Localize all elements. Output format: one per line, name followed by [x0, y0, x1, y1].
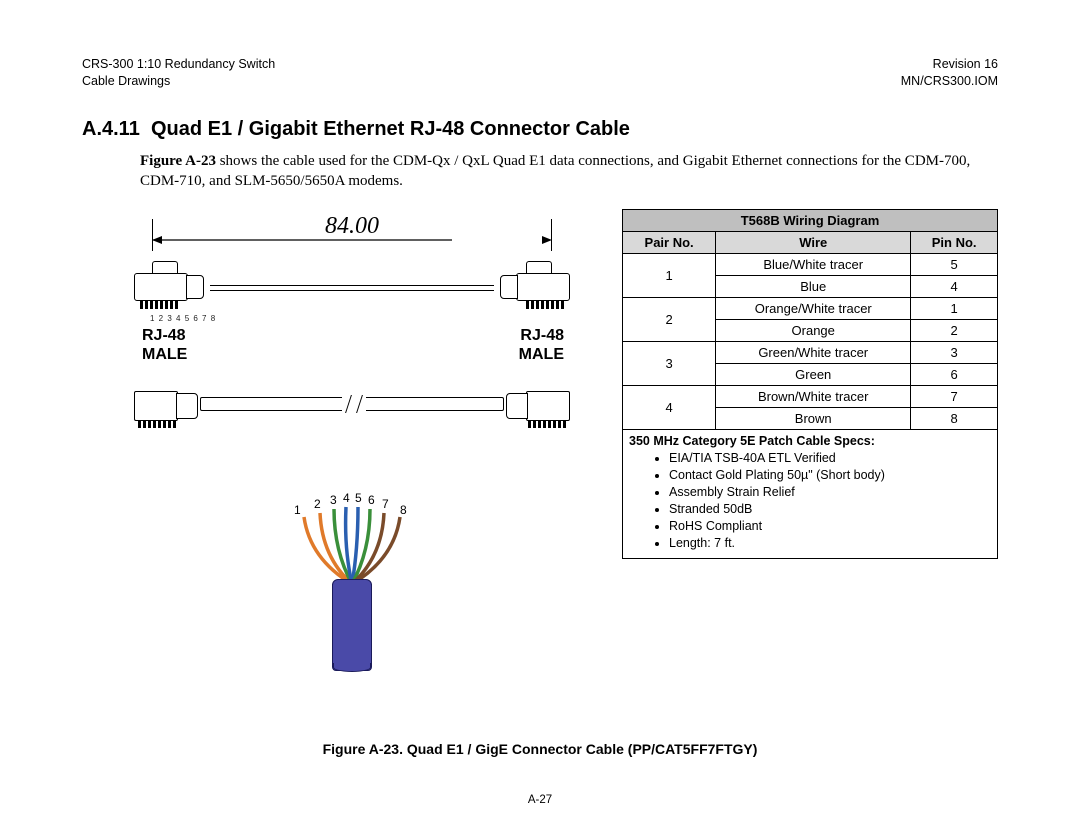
cell-wire: Orange/White tracer: [716, 298, 911, 320]
rj45-left-top: [134, 261, 204, 311]
spec-item: Stranded 50dB: [669, 501, 991, 518]
connector-row-top: 1 2 3 4 5 6 7 8 RJ-48 MALE RJ-48 MALE: [112, 251, 592, 323]
table-title-row: T568B Wiring Diagram: [623, 210, 998, 232]
cell-pair: 2: [623, 298, 716, 342]
cell-wire: Brown: [716, 408, 911, 430]
conn-label-right-2: MALE: [519, 346, 564, 364]
cell-pair: 3: [623, 342, 716, 386]
cell-pin: 2: [911, 320, 998, 342]
connector-row-bottom: [112, 379, 592, 469]
fan-num-6: 6: [368, 493, 375, 507]
conn-label-left: RJ-48 MALE: [142, 327, 187, 364]
header-left-line2: Cable Drawings: [82, 73, 275, 90]
cell-wire: Blue/White tracer: [716, 254, 911, 276]
cable-line-top: [210, 285, 494, 291]
conn-label-right-1: RJ-48: [519, 327, 564, 345]
fan-num-5: 5: [355, 491, 362, 505]
conn-label-left-1: RJ-48: [142, 327, 187, 345]
header-right-line2: MN/CRS300.IOM: [901, 73, 998, 90]
fan-num-4: 4: [343, 491, 350, 505]
rj45-right-bottom: [504, 385, 570, 433]
pin-numbers: 1 2 3 4 5 6 7 8: [150, 314, 216, 323]
section-number: A.4.11: [82, 118, 140, 140]
fan-num-7: 7: [382, 497, 389, 511]
table-specs-row: 350 MHz Category 5E Patch Cable Specs: E…: [623, 430, 998, 558]
section-title-text: Quad E1 / Gigabit Ethernet RJ-48 Connect…: [151, 118, 630, 140]
table-row: 1 Blue/White tracer 5: [623, 254, 998, 276]
table-title: T568B Wiring Diagram: [623, 210, 998, 232]
cable-break: [342, 395, 366, 413]
cell-pin: 4: [911, 276, 998, 298]
cell-pin: 6: [911, 364, 998, 386]
table-row: 4 Brown/White tracer 7: [623, 386, 998, 408]
th-wire: Wire: [716, 232, 911, 254]
cell-pin: 3: [911, 342, 998, 364]
dim-arrow-line: [152, 235, 452, 245]
intro-text: shows the cable used for the CDM-Qx / Qx…: [140, 153, 970, 189]
cable-diagram: 84.00 1 2 3 4 5 6 7 8 R: [82, 209, 622, 679]
table-row: 2 Orange/White tracer 1: [623, 298, 998, 320]
header-left: CRS-300 1:10 Redundancy Switch Cable Dra…: [82, 56, 275, 90]
table-header-row: Pair No. Wire Pin No.: [623, 232, 998, 254]
wiring-table: T568B Wiring Diagram Pair No. Wire Pin N…: [622, 209, 998, 558]
header-right: Revision 16 MN/CRS300.IOM: [901, 56, 998, 90]
cell-pin: 1: [911, 298, 998, 320]
fan-num-2: 2: [314, 497, 321, 511]
specs-title: 350 MHz Category 5E Patch Cable Specs:: [629, 434, 875, 448]
cell-pin: 8: [911, 408, 998, 430]
fan-num-1: 1: [294, 503, 301, 517]
spec-item: Length: 7 ft.: [669, 535, 991, 552]
spec-item: RoHS Compliant: [669, 518, 991, 535]
fan-num-3: 3: [330, 493, 337, 507]
cell-wire: Green/White tracer: [716, 342, 911, 364]
spec-item: Assembly Strain Relief: [669, 484, 991, 501]
specs-cell: 350 MHz Category 5E Patch Cable Specs: E…: [623, 430, 998, 558]
page-number: A-27: [0, 794, 1080, 806]
rj45-left-bottom: [134, 385, 200, 433]
header-right-line1: Revision 16: [901, 56, 998, 73]
cell-pair: 4: [623, 386, 716, 430]
specs-list: EIA/TIA TSB-40A ETL Verified Contact Gol…: [669, 450, 991, 551]
header-left-line1: CRS-300 1:10 Redundancy Switch: [82, 56, 275, 73]
cell-wire: Brown/White tracer: [716, 386, 911, 408]
figure-ref: Figure A-23: [140, 153, 216, 169]
section-heading: A.4.11 Quad E1 / Gigabit Ethernet RJ-48 …: [82, 118, 998, 141]
fan-num-8: 8: [400, 503, 407, 517]
th-pair: Pair No.: [623, 232, 716, 254]
cable-jacket: [332, 579, 372, 671]
cell-pair: 1: [623, 254, 716, 298]
dimension-row: 84.00: [132, 213, 572, 247]
content-row: 84.00 1 2 3 4 5 6 7 8 R: [82, 209, 998, 679]
rj45-right-top: [500, 261, 570, 311]
intro-paragraph: Figure A-23 shows the cable used for the…: [140, 151, 998, 192]
wire-cutaway: 1 2 3 4 5 6 7 8: [292, 489, 412, 679]
page-header: CRS-300 1:10 Redundancy Switch Cable Dra…: [82, 56, 998, 90]
spec-item: EIA/TIA TSB-40A ETL Verified: [669, 450, 991, 467]
cell-wire: Green: [716, 364, 911, 386]
conn-label-left-2: MALE: [142, 346, 187, 364]
table-row: 3 Green/White tracer 3: [623, 342, 998, 364]
wiring-table-area: T568B Wiring Diagram Pair No. Wire Pin N…: [622, 209, 998, 558]
cell-pin: 7: [911, 386, 998, 408]
cell-wire: Blue: [716, 276, 911, 298]
cell-pin: 5: [911, 254, 998, 276]
cell-wire: Orange: [716, 320, 911, 342]
conn-label-right: RJ-48 MALE: [519, 327, 564, 364]
th-pin: Pin No.: [911, 232, 998, 254]
spec-item: Contact Gold Plating 50µ" (Short body): [669, 467, 991, 484]
figure-caption: Figure A-23. Quad E1 / GigE Connector Ca…: [82, 741, 998, 757]
dim-arrow-right: [540, 235, 552, 245]
